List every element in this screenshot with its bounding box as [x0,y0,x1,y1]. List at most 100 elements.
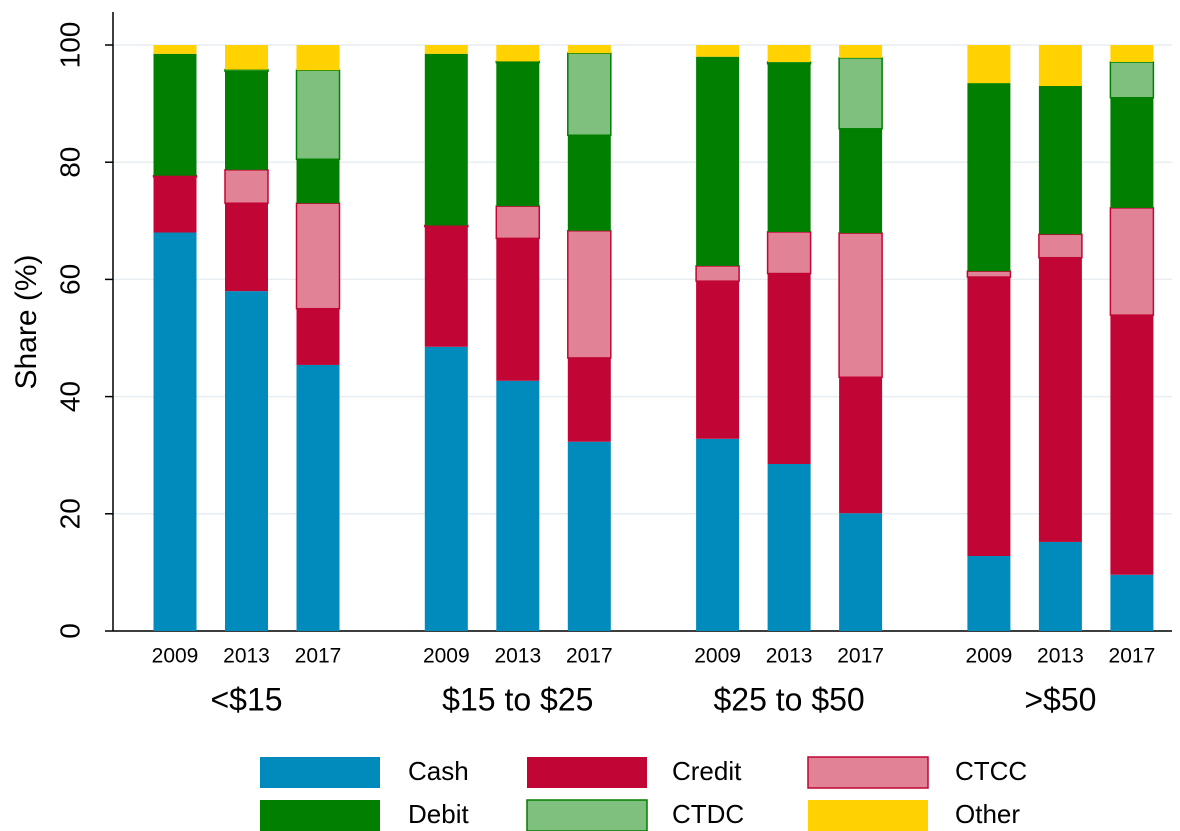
bar-segment [225,291,268,631]
bar-segment [767,63,811,232]
bar-segment [1038,257,1082,542]
bar-segment [696,45,740,57]
bar-segment [1109,207,1155,316]
bar-segment [767,45,811,62]
bar-segment [224,68,269,73]
legend-label: Credit [672,756,742,786]
bar-segment [496,45,540,62]
bar-segment [696,56,740,266]
bar-segment [1038,86,1082,235]
group-label: $25 to $50 [713,681,864,717]
bar-segment [1110,315,1154,575]
bar-segment [424,224,469,228]
bar-segment [567,45,611,54]
bar-segment [495,205,541,240]
bar-segment [1038,45,1082,87]
x-tick-label: 2009 [966,645,1013,668]
bar-segment [295,202,341,310]
x-tick-label: 2009 [694,645,741,668]
x-tick-label: 2017 [566,645,613,668]
legend-label: Other [955,799,1020,829]
bar-segment [766,231,812,275]
bar-segment [967,277,1011,556]
bar-segment [567,52,612,136]
bar-segment [767,463,811,631]
legend-swatch [260,800,380,831]
y-tick-label: 80 [54,147,85,178]
bar-segment [296,308,340,365]
x-tick-label: 2013 [223,645,270,668]
bar-segment [966,270,1012,278]
legend-swatch [807,756,929,789]
bar-segment [838,232,883,379]
x-tick-label: 2017 [1109,645,1156,668]
legend-swatch [260,757,380,788]
bar-segment [567,135,611,231]
bar-segment [967,83,1011,272]
y-tick-label: 100 [54,22,85,69]
legend-label: Debit [408,799,469,829]
bar-segment [225,71,268,170]
x-tick-label: 2013 [494,645,541,668]
bar-segment [153,53,197,176]
y-tick-label: 20 [54,498,85,529]
bar-segment [225,203,268,292]
legend-swatch [808,800,928,831]
group-label: <$15 [210,681,282,717]
legend-label: CTDC [672,799,744,829]
bar-segment [695,265,740,282]
y-tick-label: 60 [54,264,85,295]
bar-segment [225,45,268,70]
bar-segment [424,226,468,347]
bar-segment [296,364,340,631]
bar-segment [1110,97,1154,208]
bar-segment [1038,541,1082,631]
x-tick-label: 2009 [423,645,470,668]
bar-segment [567,441,611,631]
bar-segment [496,62,540,207]
bar-segment [967,45,1011,84]
bar-segment [838,57,883,130]
bar-segment [696,281,740,439]
bar-segment [424,53,468,226]
bar-segment [567,357,611,442]
bar-segment [224,169,269,204]
bar-segment [496,380,540,631]
bar-segment [296,159,340,204]
bar-segment [839,377,883,514]
bar-segment [496,238,540,381]
bar-segment [495,60,541,64]
legend-label: CTCC [955,756,1027,786]
y-tick-label: 0 [54,623,85,639]
x-tick-label: 2013 [766,645,813,668]
bar-segment [1109,61,1155,99]
bar-segment [295,69,341,161]
x-tick-label: 2013 [1037,645,1084,668]
bar-segment [152,174,198,178]
bar-segment [839,128,883,234]
legend-swatch [527,757,647,788]
bar-segment [1038,233,1083,259]
bar-segment [766,61,812,65]
group-label: >$50 [1024,681,1096,717]
legend-label: Cash [408,756,469,786]
x-tick-label: 2017 [295,645,342,668]
x-tick-label: 2017 [837,645,884,668]
bar-segment [296,45,340,71]
legend-swatch [526,799,648,831]
bar-segment [424,346,468,631]
bar-segment [839,45,883,58]
x-tick-label: 2009 [152,645,199,668]
bar-segment [1110,45,1154,62]
y-axis-label: Share (%) [10,254,43,389]
y-tick-label: 40 [54,381,85,412]
bar-segment [839,513,883,631]
group-label: $15 to $25 [442,681,593,717]
bar-segment [767,273,811,464]
bar-segment [1110,574,1154,631]
bar-segment [967,555,1011,631]
bar-segment [153,45,197,54]
bar-segment [567,230,612,359]
bar-segment [153,232,197,631]
